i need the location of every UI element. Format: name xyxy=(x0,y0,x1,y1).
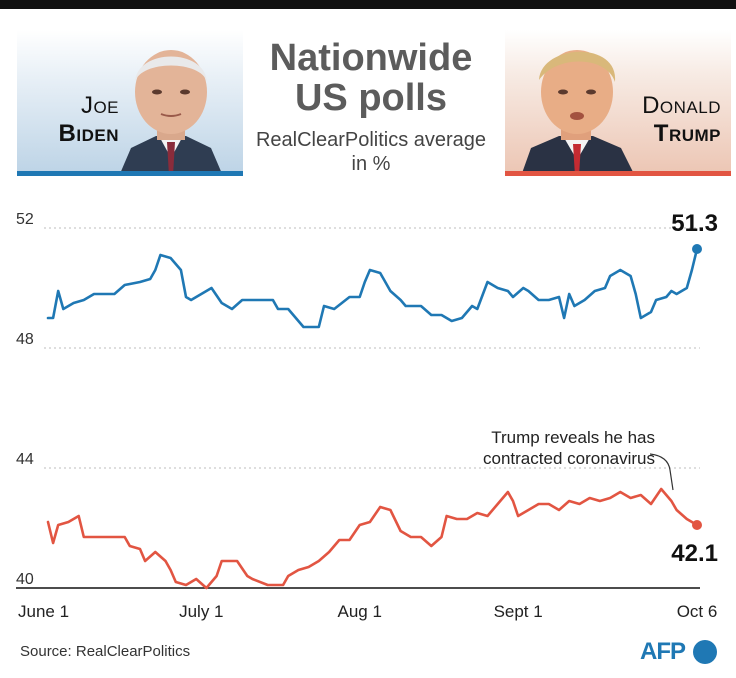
y-tick-label: 52 xyxy=(16,211,34,228)
x-tick-label: Aug 1 xyxy=(338,602,382,621)
trump-first-name: Donald xyxy=(642,92,721,119)
x-tick-label: Sept 1 xyxy=(494,602,543,621)
series-end-value-label: 42.1 xyxy=(671,540,718,567)
title-line-1: Nationwide xyxy=(269,37,473,79)
series-end-point-trump xyxy=(692,520,702,530)
x-tick-label: June 1 xyxy=(18,602,69,621)
biden-photo xyxy=(119,50,223,176)
trump-name: Donald Trump xyxy=(621,92,721,148)
biden-name: Joe Biden xyxy=(33,92,119,148)
biden-panel: Joe Biden xyxy=(17,30,243,176)
afp-logo-dot xyxy=(693,640,717,664)
chart-title: Nationwide US polls xyxy=(236,38,506,118)
series-line-trump xyxy=(46,487,699,590)
series-end-value-label: 51.3 xyxy=(671,210,718,237)
x-tick-label: July 1 xyxy=(179,602,223,621)
title-line-2: US polls xyxy=(294,77,448,119)
annotation-leader-line xyxy=(649,453,674,491)
source-note: Source: RealClearPolitics xyxy=(20,643,191,660)
series-line-biden xyxy=(46,247,699,329)
annotation-text-line-2: contracted coronavirus xyxy=(483,449,655,468)
biden-last-name: Biden xyxy=(58,120,119,147)
series-end-point-biden xyxy=(692,244,702,254)
trump-photo xyxy=(521,50,635,176)
biden-color-bar xyxy=(17,171,243,176)
y-tick-label: 44 xyxy=(16,451,34,468)
trump-last-name: Trump xyxy=(653,120,721,147)
afp-logo: AFP xyxy=(640,638,686,665)
subtitle-line-2: in % xyxy=(351,153,391,175)
top-bar xyxy=(0,0,736,9)
y-tick-label: 48 xyxy=(16,331,34,348)
biden-first-name: Joe xyxy=(80,92,119,119)
trump-color-bar xyxy=(505,171,731,176)
subtitle-line-1: RealClearPolitics average xyxy=(255,129,487,151)
x-tick-label: Oct 6 xyxy=(677,602,718,621)
trump-panel: Donald Trump xyxy=(505,30,731,176)
y-tick-label: 40 xyxy=(16,571,34,588)
annotation-text-line-1: Trump reveals he has xyxy=(491,428,655,447)
chart-subtitle: RealClearPolitics average in % xyxy=(236,128,506,176)
